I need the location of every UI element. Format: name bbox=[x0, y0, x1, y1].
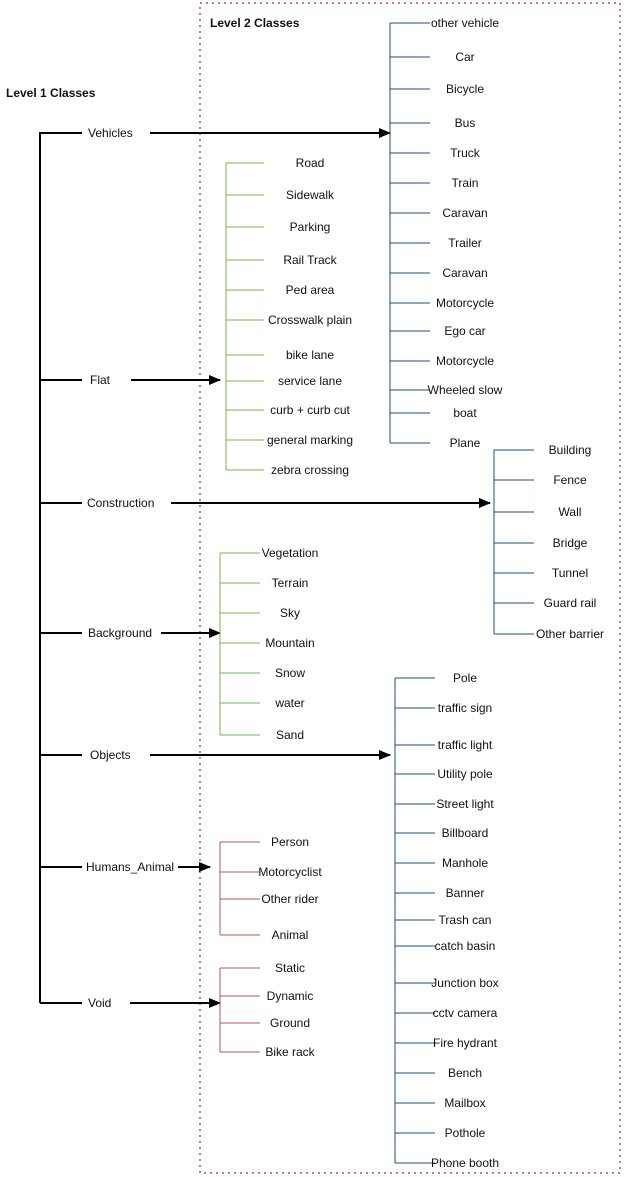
level2-label-vehicles-other-vehicle: other vehicle bbox=[431, 16, 499, 30]
level2-label-humans-animal-other-rider: Other rider bbox=[261, 892, 318, 906]
level2-label-objects-junction-box: Junction box bbox=[431, 976, 498, 990]
level2-label-flat-general-marking: general marking bbox=[267, 433, 353, 447]
level2-label-vehicles-caravan: Caravan bbox=[442, 206, 487, 220]
level2-label-flat-zebra-crossing: zebra crossing bbox=[271, 463, 349, 477]
level2-label-vehicles-motorcycle: Motorcycle bbox=[436, 354, 494, 368]
level2-label-background-snow: Snow bbox=[275, 666, 305, 680]
level2-label-objects-banner: Banner bbox=[446, 886, 485, 900]
level2-label-construction-fence: Fence bbox=[553, 473, 587, 487]
level2-label-vehicles-plane: Plane bbox=[450, 436, 481, 450]
level2-label-construction-bridge: Bridge bbox=[553, 536, 588, 550]
level2-label-vehicles-trailer: Trailer bbox=[448, 236, 482, 250]
level2-heading: Level 2 Classes bbox=[210, 16, 300, 30]
level2-label-vehicles-boat: boat bbox=[453, 406, 477, 420]
level2-label-humans-animal-person: Person bbox=[271, 835, 309, 849]
level2-label-objects-trash-can: Trash can bbox=[439, 913, 492, 927]
level2-label-objects-traffic-light: traffic light bbox=[438, 738, 493, 752]
group-vehicles: Vehicles other vehicle Car Bicycle Bus Truck T… bbox=[40, 16, 503, 450]
group-objects: Objects Pole traffic sign traffic light Util… bbox=[40, 671, 499, 1170]
level2-label-objects-mailbox: Mailbox bbox=[444, 1096, 485, 1110]
level2-label-objects-street-light: Street light bbox=[436, 797, 494, 811]
level2-label-background-sky: Sky bbox=[280, 606, 300, 620]
level1-label-humans-animal: Humans_Animal bbox=[86, 860, 174, 874]
level1-heading: Level 1 Classes bbox=[6, 86, 96, 100]
level2-label-flat-road: Road bbox=[296, 156, 325, 170]
group-construction: Construction Building Fence Wall Bridge Tunne… bbox=[40, 443, 604, 641]
level2-label-flat-sidewalk: Sidewalk bbox=[286, 188, 335, 202]
level2-label-humans-animal-motorcyclist: Motorcyclist bbox=[258, 865, 322, 879]
level2-label-objects-cctv-camera: cctv camera bbox=[433, 1006, 498, 1020]
level1-label-background: Background bbox=[88, 626, 152, 640]
level2-label-void-bike-rack: Bike rack bbox=[265, 1045, 315, 1059]
group-background: Background Vegetation Terrain Sky Mountain Sn… bbox=[40, 546, 318, 742]
level1-label-construction: Construction bbox=[87, 496, 154, 510]
level2-label-objects-fire-hydrant: Fire hydrant bbox=[433, 1036, 498, 1050]
level2-label-objects-pothole: Pothole bbox=[445, 1126, 486, 1140]
level2-label-objects-pole: Pole bbox=[453, 671, 477, 685]
level2-label-vehicles-bus: Bus bbox=[455, 116, 476, 130]
level2-label-vehicles-car: Car bbox=[455, 50, 474, 64]
level2-label-objects-phone-booth: Phone booth bbox=[431, 1156, 499, 1170]
group-flat: Flat Road Sidewalk Parking Rail Track Ped are… bbox=[40, 156, 353, 477]
level2-label-void-static: Static bbox=[275, 961, 305, 975]
level2-label-background-vegetation: Vegetation bbox=[262, 546, 319, 560]
level2-label-vehicles-caravan: Caravan bbox=[442, 266, 487, 280]
level2-label-background-mountain: Mountain bbox=[265, 636, 314, 650]
level2-label-flat-service-lane: service lane bbox=[278, 374, 342, 388]
class-groups: Vehicles other vehicle Car Bicycle Bus Truck T… bbox=[40, 16, 604, 1170]
level2-label-flat-crosswalk-plain: Crosswalk plain bbox=[268, 313, 352, 327]
level2-label-background-terrain: Terrain bbox=[272, 576, 309, 590]
level2-label-construction-tunnel: Tunnel bbox=[552, 566, 588, 580]
level2-label-vehicles-wheeled-slow: Wheeled slow bbox=[428, 383, 503, 397]
group-humans-animal: Humans_Animal Person Motorcyclist Other rid… bbox=[40, 835, 322, 942]
level2-label-flat-rail-track: Rail Track bbox=[283, 253, 337, 267]
level2-label-void-ground: Ground bbox=[270, 1016, 310, 1030]
level2-label-objects-bench: Bench bbox=[448, 1066, 482, 1080]
level1-label-void: Void bbox=[88, 996, 111, 1010]
level2-label-construction-other-barrier: Other barrier bbox=[536, 627, 604, 641]
level2-label-construction-building: Building bbox=[549, 443, 592, 457]
level2-label-void-dynamic: Dynamic bbox=[267, 989, 314, 1003]
level2-label-objects-traffic-sign: traffic sign bbox=[438, 701, 492, 715]
level2-label-construction-wall: Wall bbox=[559, 505, 582, 519]
level2-label-flat-parking: Parking bbox=[290, 220, 331, 234]
level2-label-objects-utility-pole: Utility pole bbox=[437, 767, 493, 781]
level2-label-construction-guard-rail: Guard rail bbox=[544, 596, 597, 610]
level2-label-vehicles-motorcycle: Motorcycle bbox=[436, 296, 494, 310]
level2-label-vehicles-bicycle: Bicycle bbox=[446, 82, 484, 96]
level1-label-flat: Flat bbox=[90, 373, 111, 387]
level2-label-vehicles-truck: Truck bbox=[450, 146, 481, 160]
level2-label-flat-curb-curb-cut: curb + curb cut bbox=[270, 403, 350, 417]
level1-label-objects: Objects bbox=[90, 748, 131, 762]
group-void: Void Static Dynamic Ground Bike rack bbox=[40, 961, 316, 1059]
level2-dotted-border bbox=[199, 2, 621, 1174]
level2-label-background-sand: Sand bbox=[276, 728, 304, 742]
level2-label-background-water: water bbox=[274, 696, 304, 710]
level2-label-humans-animal-animal: Animal bbox=[272, 928, 309, 942]
level2-label-objects-billboard: Billboard bbox=[442, 826, 489, 840]
level2-label-objects-catch-basin: catch basin bbox=[435, 939, 496, 953]
level2-label-objects-manhole: Manhole bbox=[442, 856, 488, 870]
level2-label-flat-bike-lane: bike lane bbox=[286, 348, 334, 362]
level2-label-vehicles-ego-car: Ego car bbox=[444, 324, 485, 338]
level1-label-vehicles: Vehicles bbox=[88, 126, 133, 140]
level2-label-flat-ped-area: Ped area bbox=[286, 283, 335, 297]
level2-label-vehicles-train: Train bbox=[452, 176, 479, 190]
